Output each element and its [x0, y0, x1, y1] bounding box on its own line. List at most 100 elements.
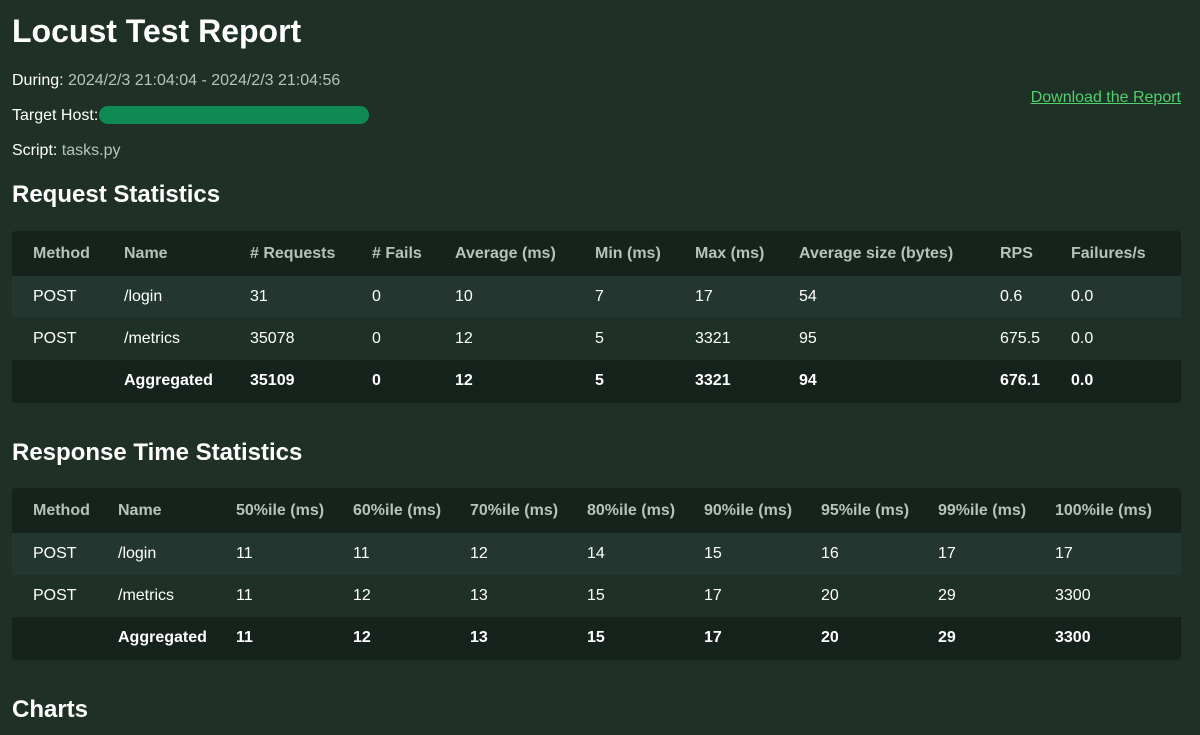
page-title: Locust Test Report — [12, 13, 302, 49]
cell-95-ile-ms: 20 — [821, 575, 938, 617]
request-statistics-table: Method Name # Requests # Fails Average (ms) M… — [12, 231, 1181, 403]
target-host: Target Host: — [12, 105, 370, 126]
cell-95-ile-ms: 20 — [821, 617, 938, 659]
column-header-average-size-bytes: Average size (bytes) — [799, 244, 954, 262]
cell-average-ms: 10 — [455, 276, 595, 318]
cell-average-size-bytes: 54 — [799, 276, 1000, 318]
host-label: Target Host: — [12, 107, 99, 124]
cell-rps: 0.6 — [1000, 276, 1071, 318]
cell-95-ile-ms: 16 — [821, 533, 938, 575]
table-row: POST/login 31 0 10 7 17 54 0.6 0.0 — [12, 276, 1181, 318]
host-redaction — [99, 105, 370, 124]
cell-100-ile-ms: 17 — [1055, 533, 1181, 575]
response-time-statistics-table: Method Name 50%ile (ms) 60%ile (ms) 70%ile (… — [12, 488, 1181, 660]
column-header-method: Method — [33, 501, 90, 519]
column-header-80-ile-ms: 80%ile (ms) — [587, 501, 676, 519]
column-header-average-ms: Average (ms) — [455, 244, 556, 262]
during-label: During: — [12, 72, 64, 89]
column-header-rps: RPS — [1000, 244, 1033, 262]
request-statistics-heading: Request Statistics — [12, 181, 221, 208]
cell-99-ile-ms: 29 — [938, 617, 1055, 659]
aggregated-row: Aggregated 11 12 13 15 17 20 29 3300 — [12, 617, 1181, 659]
cell-average-size-bytes: 95 — [799, 318, 1000, 360]
table-row: POST/metrics 11 12 13 15 17 20 29 3300 — [12, 575, 1181, 617]
cell-50-ile-ms: 11 — [236, 575, 353, 617]
cell-60-ile-ms: 11 — [353, 533, 470, 575]
cell-rps: 675.5 — [1000, 318, 1071, 360]
cell-name: /login — [124, 276, 250, 318]
cell-90-ile-ms: 17 — [704, 617, 821, 659]
cell-70-ile-ms: 13 — [470, 617, 587, 659]
cell-80-ile-ms: 14 — [587, 533, 704, 575]
table-row: POST/login 11 11 12 14 15 16 17 17 — [12, 533, 1181, 575]
cell-60-ile-ms: 12 — [353, 575, 470, 617]
cell-name: /login — [118, 533, 236, 575]
cell-requests: 35078 — [250, 318, 372, 360]
column-header-fails: # Fails — [372, 244, 422, 262]
cell-80-ile-ms: 15 — [587, 575, 704, 617]
cell-50-ile-ms: 11 — [236, 617, 353, 659]
cell-80-ile-ms: 15 — [587, 617, 704, 659]
cell-fails: 0 — [372, 276, 455, 318]
cell-70-ile-ms: 12 — [470, 533, 587, 575]
cell-min-ms: 5 — [595, 318, 695, 360]
column-header-method: Method — [33, 244, 90, 262]
column-header-100-ile-ms: 100%ile (ms) — [1055, 501, 1152, 519]
cell-name: Aggregated — [124, 360, 250, 402]
script-label: Script: — [12, 142, 58, 159]
cell-90-ile-ms: 15 — [704, 533, 821, 575]
cell-50-ile-ms: 11 — [236, 533, 353, 575]
column-header-60-ile-ms: 60%ile (ms) — [353, 501, 442, 519]
cell-60-ile-ms: 12 — [353, 617, 470, 659]
aggregated-row: Aggregated 35109 0 12 5 3321 94 676.1 0.0 — [12, 360, 1181, 402]
cell-method: POST — [12, 575, 118, 617]
cell-average-ms: 12 — [455, 318, 595, 360]
table-header-row: Method Name # Requests # Fails Average (ms) M… — [12, 231, 1181, 276]
cell-min-ms: 7 — [595, 276, 695, 318]
script-value: tasks.py — [61, 142, 121, 159]
cell-max-ms: 17 — [695, 276, 799, 318]
table-header-row: Method Name 50%ile (ms) 60%ile (ms) 70%ile (… — [12, 488, 1181, 533]
cell-max-ms: 3321 — [695, 318, 799, 360]
cell-name: Aggregated — [118, 617, 236, 659]
column-header-name: Name — [118, 501, 162, 519]
cell-fails: 0 — [372, 360, 455, 402]
cell-method: POST — [12, 276, 124, 318]
cell-100-ile-ms: 3300 — [1055, 617, 1181, 659]
column-header-requests: # Requests — [250, 244, 336, 262]
cell-requests: 35109 — [250, 360, 372, 402]
cell-100-ile-ms: 3300 — [1055, 575, 1181, 617]
cell-failures-s: 0.0 — [1071, 360, 1181, 402]
cell-method: POST — [12, 318, 124, 360]
cell-name: /metrics — [124, 318, 250, 360]
cell-method — [12, 617, 118, 659]
during-value: 2024/2/3 21:04:04 - 2024/2/3 21:04:56 — [68, 72, 341, 89]
cell-method: POST — [12, 533, 118, 575]
column-header-95-ile-ms: 95%ile (ms) — [821, 501, 910, 519]
cell-99-ile-ms: 17 — [938, 533, 1055, 575]
cell-max-ms: 3321 — [695, 360, 799, 402]
cell-failures-s: 0.0 — [1071, 318, 1181, 360]
script-info: Script: tasks.py — [12, 141, 120, 161]
download-report-link[interactable]: Download the Report — [1030, 89, 1181, 106]
cell-method — [12, 360, 124, 402]
cell-fails: 0 — [372, 318, 455, 360]
column-header-90-ile-ms: 90%ile (ms) — [704, 501, 793, 519]
cell-rps: 676.1 — [1000, 360, 1071, 402]
cell-average-ms: 12 — [455, 360, 595, 402]
cell-70-ile-ms: 13 — [470, 575, 587, 617]
column-header-min-ms: Min (ms) — [595, 244, 661, 262]
cell-90-ile-ms: 17 — [704, 575, 821, 617]
column-header-failures-s: Failures/s — [1071, 244, 1146, 262]
cell-average-size-bytes: 94 — [799, 360, 1000, 402]
column-header-99-ile-ms: 99%ile (ms) — [938, 501, 1027, 519]
column-header-name: Name — [124, 244, 168, 262]
response-time-statistics-heading: Response Time Statistics — [12, 439, 303, 466]
cell-name: /metrics — [118, 575, 236, 617]
charts-heading: Charts — [12, 696, 89, 723]
column-header-50-ile-ms: 50%ile (ms) — [236, 501, 325, 519]
cell-requests: 31 — [250, 276, 372, 318]
table-row: POST/metrics 35078 0 12 5 3321 95 675.5 0.0 — [12, 318, 1181, 360]
cell-min-ms: 5 — [595, 360, 695, 402]
